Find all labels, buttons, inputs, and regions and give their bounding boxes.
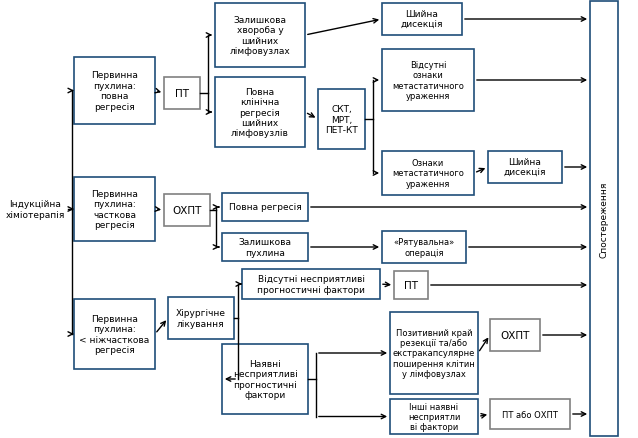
Text: СКТ,
МРТ,
ПЕТ-КТ: СКТ, МРТ, ПЕТ-КТ: [325, 105, 358, 134]
Text: ПТ: ПТ: [404, 280, 418, 290]
FancyBboxPatch shape: [382, 4, 462, 36]
FancyBboxPatch shape: [164, 194, 210, 226]
Text: Індукційна
хіміотерапія: Індукційна хіміотерапія: [5, 200, 64, 219]
FancyBboxPatch shape: [215, 78, 305, 148]
Text: Наявні
несприятливі
прогностичні
фактори: Наявні несприятливі прогностичні фактори: [233, 359, 297, 399]
FancyBboxPatch shape: [168, 297, 234, 339]
FancyBboxPatch shape: [390, 399, 478, 434]
FancyBboxPatch shape: [590, 2, 618, 436]
Text: Шийна
дисекція: Шийна дисекція: [401, 10, 443, 30]
FancyBboxPatch shape: [164, 78, 200, 110]
Text: «Рятувальна»
операція: «Рятувальна» операція: [394, 238, 455, 257]
FancyBboxPatch shape: [390, 312, 478, 394]
Text: Повна регресія: Повна регресія: [228, 203, 301, 212]
FancyBboxPatch shape: [222, 233, 308, 261]
Text: ПТ: ПТ: [175, 89, 189, 99]
Text: Повна
клінічна
регресія
шийних
лімфовузлів: Повна клінічна регресія шийних лімфовузл…: [231, 88, 289, 138]
FancyBboxPatch shape: [2, 177, 68, 241]
Text: ПТ або ОХПТ: ПТ або ОХПТ: [502, 410, 558, 419]
FancyBboxPatch shape: [74, 299, 155, 369]
Text: Відсутні
ознаки
метастатичного
ураження: Відсутні ознаки метастатичного ураження: [392, 61, 464, 101]
FancyBboxPatch shape: [490, 319, 540, 351]
FancyBboxPatch shape: [318, 90, 365, 150]
FancyBboxPatch shape: [382, 50, 474, 112]
Text: Відсутні несприятливі
прогностичні фактори: Відсутні несприятливі прогностичні факто…: [257, 275, 365, 294]
Text: Первинна
пухлина:
повна
регресія: Первинна пухлина: повна регресія: [91, 71, 138, 111]
Text: Залишкова
пухлина: Залишкова пухлина: [239, 238, 292, 257]
Text: Ознаки
метастатичного
ураження: Ознаки метастатичного ураження: [392, 159, 464, 188]
Text: Спостереження: Спостереження: [600, 181, 609, 257]
Text: Інші наявні
несприятли
ві фактори: Інші наявні несприятли ві фактори: [408, 402, 460, 431]
FancyBboxPatch shape: [382, 231, 466, 263]
Text: ОХПТ: ОХПТ: [172, 205, 202, 215]
Text: Шийна
дисекція: Шийна дисекція: [504, 158, 546, 177]
Text: Хірургічне
лікування: Хірургічне лікування: [176, 309, 226, 328]
Text: Первинна
пухлина:
< ніжчасткова
регресія: Первинна пухлина: < ніжчасткова регресія: [79, 314, 150, 354]
FancyBboxPatch shape: [394, 272, 428, 299]
FancyBboxPatch shape: [242, 269, 380, 299]
FancyBboxPatch shape: [222, 344, 308, 414]
FancyBboxPatch shape: [215, 4, 305, 68]
FancyBboxPatch shape: [382, 152, 474, 195]
FancyBboxPatch shape: [488, 152, 562, 184]
Text: Залишкова
хвороба у
шийних
лімфовузлах: Залишкова хвороба у шийних лімфовузлах: [230, 16, 290, 56]
Text: Позитивний край
резекції та/або
екстракапсулярне
поширення клітин
у лімфовузлах: Позитивний край резекції та/або екстрака…: [393, 328, 475, 378]
FancyBboxPatch shape: [490, 399, 570, 429]
FancyBboxPatch shape: [74, 177, 155, 241]
Text: Первинна
пухлина:
часткова
регресія: Первинна пухлина: часткова регресія: [91, 190, 138, 230]
Text: ОХПТ: ОХПТ: [500, 330, 530, 340]
FancyBboxPatch shape: [74, 58, 155, 125]
FancyBboxPatch shape: [222, 194, 308, 222]
